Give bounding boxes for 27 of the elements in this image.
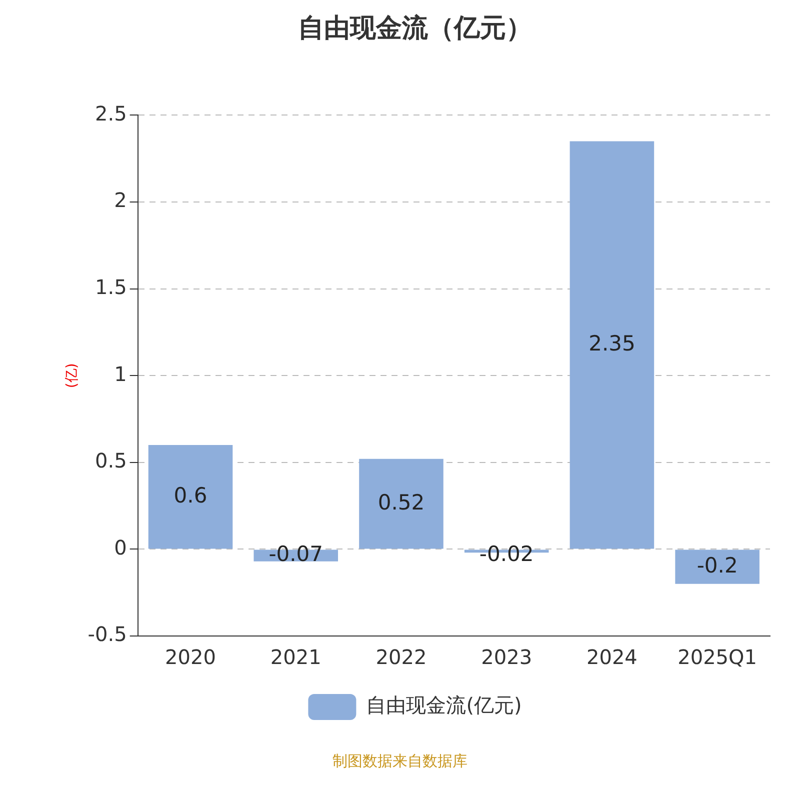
y-tick-label: -0.5 [88,622,127,646]
x-tick-label: 2020 [165,645,216,670]
y-tick-label: 0.5 [95,448,127,473]
y-tick-label: 2.5 [95,101,127,126]
text: 制图数据来自数据库 [332,752,468,771]
y-tick-label: 0 [114,535,127,560]
data-label: -0.07 [268,542,324,566]
x-tick-label: 2025Q1 [678,645,758,670]
chart-title: 自由现金流（亿元） [298,13,532,44]
x-tick-label: 2023 [481,645,532,670]
x-tick-label: 2024 [586,645,638,670]
y-tick-label: 1.5 [95,275,127,300]
legend-label: 自由现金流(亿元) [366,693,522,718]
data-label: 2.35 [588,331,636,356]
y-axis-title: (亿) [64,363,80,388]
bar [148,445,233,549]
y-tick-label: 1 [114,362,127,386]
x-tick-label: 2021 [270,645,322,670]
data-label: 0.6 [174,483,208,508]
bar [359,458,444,549]
data-label: 0.52 [378,490,425,514]
y-tick-label: 2 [114,188,127,212]
data-label: -0.02 [479,542,534,566]
bar [570,141,654,549]
data-label: -0.2 [696,553,738,578]
x-tick-label: 2022 [376,645,427,670]
bar [675,550,760,584]
